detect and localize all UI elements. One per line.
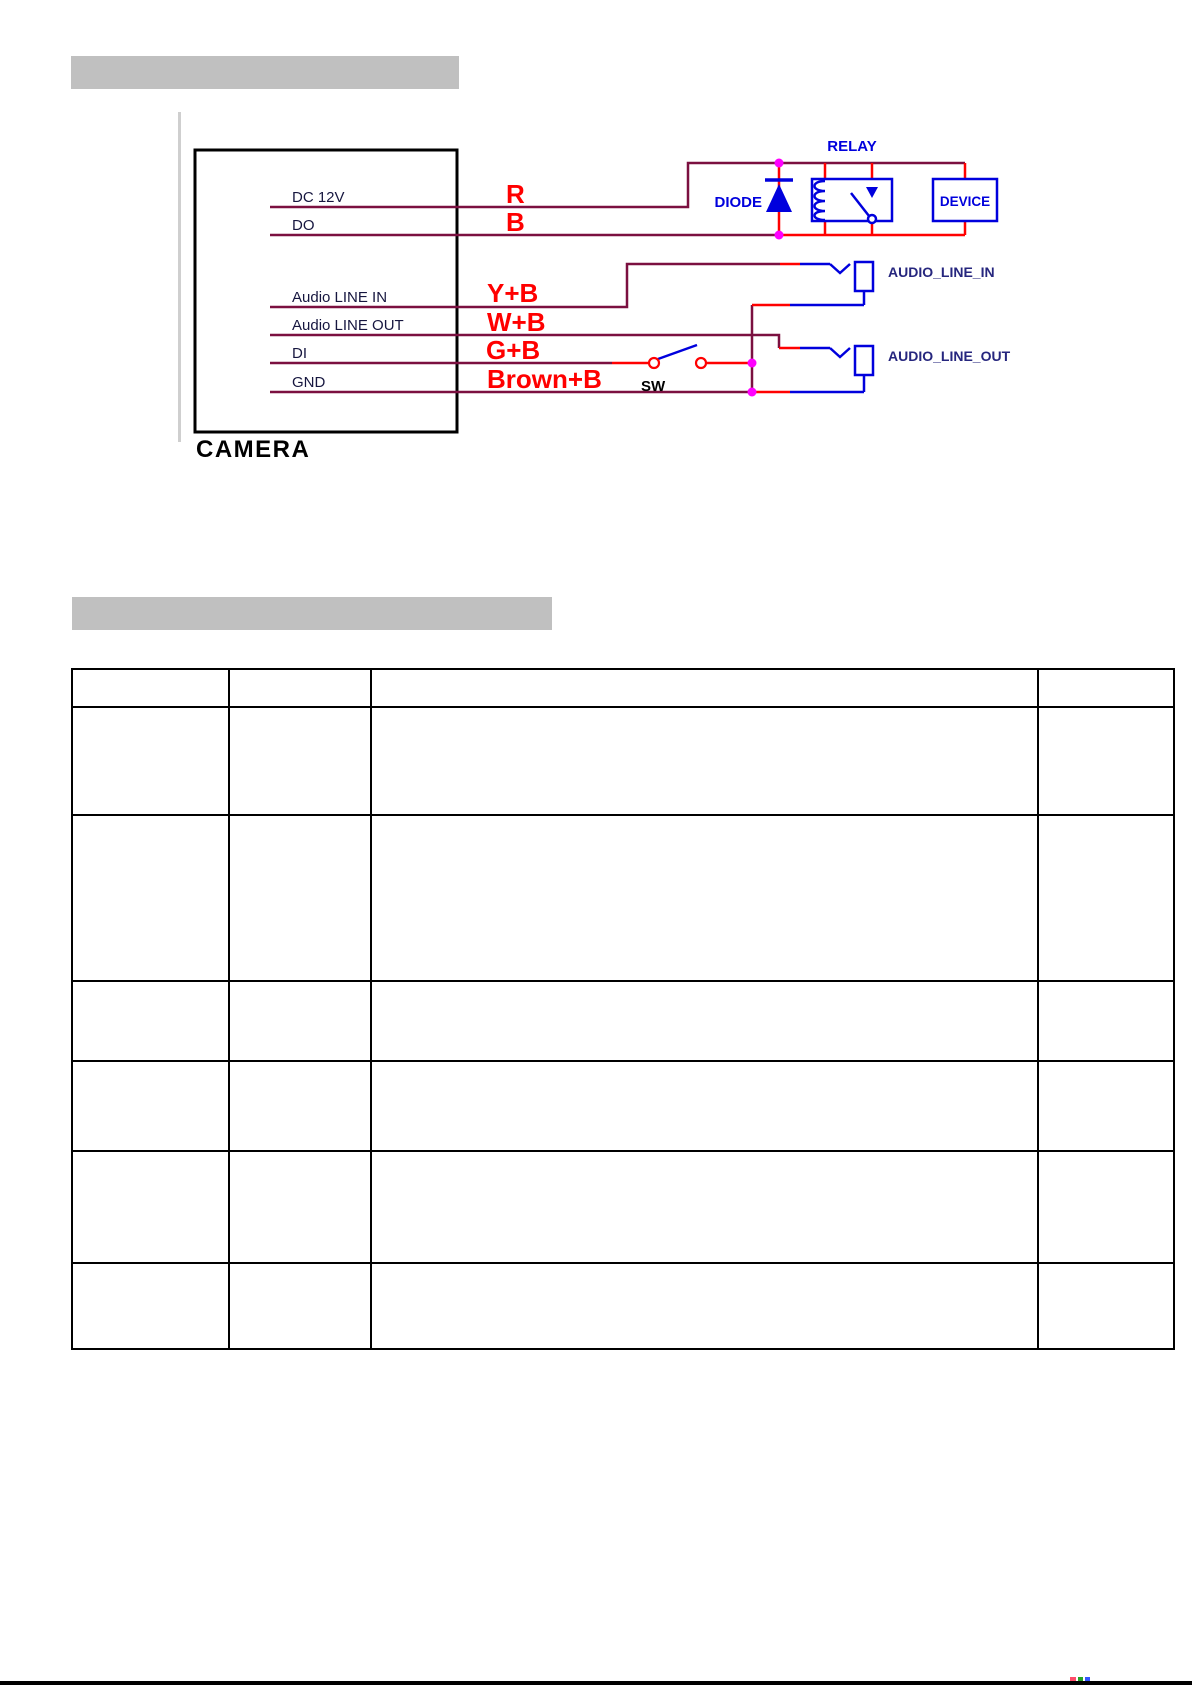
table-cell — [71, 1150, 230, 1264]
table-cell — [1037, 980, 1175, 1062]
wire-code-b: B — [506, 207, 525, 237]
table-cell — [370, 814, 1039, 982]
junction-dot — [774, 158, 784, 168]
footer-rule — [0, 1681, 1192, 1685]
table-cell — [71, 814, 230, 982]
table-cell — [1037, 814, 1175, 982]
section-header-bar-1 — [71, 56, 459, 89]
diode-label: DIODE — [714, 194, 762, 211]
table-cell — [1037, 1060, 1175, 1152]
junction-dots — [747, 158, 784, 397]
wires-maroon — [270, 161, 965, 394]
diagram-indent-rule — [178, 112, 181, 442]
relay-switch-blade — [850, 192, 870, 217]
wire-code-gb: G+B — [486, 335, 540, 365]
table-header-row — [71, 668, 1175, 708]
sw-terminal-left — [647, 356, 661, 370]
wire-code-yb: Y+B — [487, 278, 538, 308]
wire-code-r: R — [506, 179, 525, 209]
table-cell — [71, 1060, 230, 1152]
table-cell — [71, 1262, 230, 1350]
device-label: DEVICE — [940, 194, 990, 209]
pin-label-dc12v: DC 12V — [292, 189, 345, 206]
table-cell — [228, 706, 372, 816]
sw-terminal-right — [694, 356, 708, 370]
wire-audio-in — [270, 262, 780, 309]
table-cell — [370, 1150, 1039, 1264]
table-row — [71, 980, 1175, 1062]
audio-line-in-label: AUDIO_LINE_IN — [888, 264, 995, 280]
sw-label: SW — [641, 378, 666, 395]
relay-box — [810, 177, 894, 223]
audio-in-tip-contact — [829, 263, 851, 275]
table-cell — [228, 1262, 372, 1350]
wire-color-codes: R B Y+B W+B G+B Brown+B — [486, 179, 602, 394]
components-blue — [657, 177, 999, 394]
table-cell — [71, 706, 230, 816]
audio-line-out-label: AUDIO_LINE_OUT — [888, 348, 1011, 364]
pin-labels: DC 12V DO Audio LINE IN Audio LINE OUT D… — [292, 189, 404, 391]
camera-label: CAMERA — [196, 436, 310, 463]
audio-out-return-blue — [790, 375, 866, 394]
audio-out-tip-contact — [829, 347, 851, 359]
pin-label-do: DO — [292, 217, 315, 234]
table-row — [71, 1060, 1175, 1152]
footer-mark-blue — [1085, 1677, 1090, 1681]
junction-dot — [747, 358, 757, 368]
spec-table — [71, 668, 1175, 1350]
audio-out-jack — [853, 344, 875, 377]
junction-dot — [774, 230, 784, 240]
footer-mark-green — [1078, 1677, 1083, 1681]
table-cell — [228, 1060, 372, 1152]
table-cell — [1037, 1262, 1175, 1350]
table-header-cell — [71, 668, 230, 708]
relay-arrow-icon — [866, 187, 878, 198]
section-header-bar-2 — [72, 597, 552, 630]
audio-in-return-blue — [790, 291, 866, 307]
footer-mark-red — [1070, 1677, 1076, 1681]
pin-label-audio-in: Audio LINE IN — [292, 289, 387, 306]
table-row — [71, 1150, 1175, 1264]
table-cell — [1037, 1150, 1175, 1264]
pin-label-audio-out: Audio LINE OUT — [292, 317, 404, 334]
table-cell — [370, 706, 1039, 816]
device-box — [931, 177, 999, 223]
table-row — [71, 814, 1175, 982]
table-row — [71, 706, 1175, 816]
table-cell — [71, 980, 230, 1062]
wiring-diagram: DC 12V DO Audio LINE IN Audio LINE OUT D… — [178, 112, 1011, 463]
table-header-cell — [228, 668, 372, 708]
footer-marks — [1070, 1677, 1094, 1681]
table-cell — [228, 980, 372, 1062]
table-cell — [1037, 706, 1175, 816]
table-row — [71, 1262, 1175, 1350]
relay-label: RELAY — [827, 138, 876, 155]
table-cell — [228, 1150, 372, 1264]
wire-audio-out — [270, 333, 781, 348]
table-cell — [228, 814, 372, 982]
audio-in-jack — [853, 260, 875, 293]
relay-coil — [813, 179, 826, 222]
table-header-cell — [1037, 668, 1175, 708]
table-cell — [370, 1262, 1039, 1350]
wire-code-brownb: Brown+B — [487, 364, 602, 394]
wire-code-wb: W+B — [487, 307, 546, 337]
diode-triangle-icon — [766, 184, 792, 212]
table-cell — [370, 980, 1039, 1062]
table-header-cell — [370, 668, 1039, 708]
camera-box — [193, 148, 459, 434]
relay-contact-circle — [866, 213, 878, 225]
pin-label-di: DI — [292, 345, 307, 362]
sw-lever — [657, 343, 698, 361]
pin-label-gnd: GND — [292, 374, 326, 391]
wire-dc12v — [270, 161, 965, 209]
junction-dot — [747, 387, 757, 397]
table-cell — [370, 1060, 1039, 1152]
